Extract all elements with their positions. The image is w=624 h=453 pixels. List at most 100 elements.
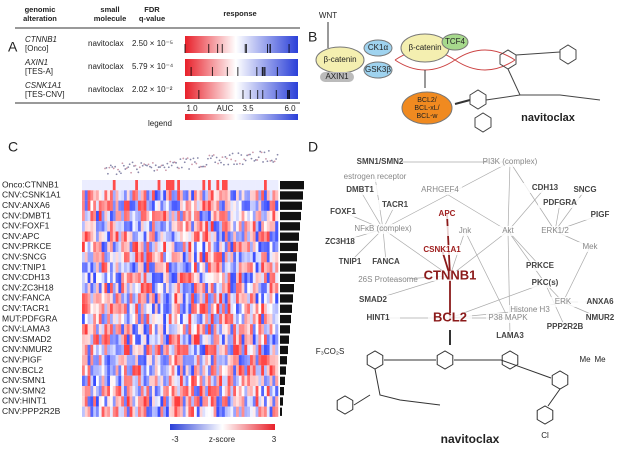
heat-cell <box>118 344 122 356</box>
heat-cell <box>258 200 262 211</box>
heat-cell <box>82 252 86 263</box>
side-bar <box>280 314 291 324</box>
heat-cell <box>138 293 142 304</box>
heat-cell <box>182 406 186 417</box>
heat-cell <box>87 324 91 335</box>
row-label: CNV:FOXF1 <box>2 221 50 231</box>
ring <box>436 350 454 370</box>
scatter-dot <box>221 156 224 159</box>
heat-cell <box>132 252 136 263</box>
heat-cell <box>160 210 164 222</box>
heat-cell <box>258 293 262 304</box>
heat-cell <box>168 221 172 232</box>
heat-cell <box>152 252 156 263</box>
scatter-dot <box>204 165 206 168</box>
heat-cell <box>258 303 262 314</box>
heat-cell <box>182 386 186 397</box>
heat-cell <box>205 200 209 211</box>
heat-cell <box>275 200 279 211</box>
heat-cell <box>93 303 97 314</box>
header: FDR <box>144 5 160 14</box>
heat-cell <box>154 324 158 335</box>
heat-cell <box>104 252 108 263</box>
heat-cell <box>213 241 217 253</box>
heat-cell <box>118 221 122 232</box>
node-label: CSNK1A1 <box>423 245 461 254</box>
heat-cell <box>230 252 234 263</box>
heat-cell <box>168 406 172 417</box>
heat-cell <box>238 324 242 335</box>
heat-cell <box>199 313 203 325</box>
side-bar <box>280 263 296 272</box>
heat-cell <box>205 231 209 242</box>
heat-cell <box>230 190 234 201</box>
heat-cell <box>264 293 268 304</box>
heat-cell <box>138 221 142 232</box>
heat-cell <box>140 396 144 407</box>
row-label: CNV:NMUR2 <box>2 344 52 354</box>
header: genomic <box>25 5 56 14</box>
atom-label: Cl <box>541 431 549 440</box>
heat-cell <box>138 324 142 335</box>
heat-cell <box>222 313 226 325</box>
heat-cell <box>199 272 203 283</box>
heat-cell <box>227 355 231 366</box>
heat-cell <box>157 190 161 201</box>
heat-cell <box>275 262 279 273</box>
pathway-label: WNT <box>319 11 337 20</box>
heat-cell <box>98 210 102 222</box>
heat-cell <box>194 241 198 253</box>
heat-cell <box>149 375 153 386</box>
heat-cell <box>174 375 178 386</box>
heat-cell <box>146 231 150 242</box>
heat-cell <box>171 324 175 335</box>
heat-cell <box>152 283 156 294</box>
heat-cell <box>115 355 119 366</box>
heat-cell <box>266 386 270 397</box>
heat-cell <box>269 200 273 211</box>
row-label: CNV:SMAD2 <box>2 334 52 344</box>
heat-cell <box>202 210 206 222</box>
heat-cell <box>157 210 161 222</box>
heat-cell <box>261 252 265 263</box>
heat-cell <box>191 180 195 191</box>
node-label: SNCG <box>573 185 596 194</box>
heat-cell <box>98 303 102 314</box>
atom-label: F₃CO₂S <box>316 347 345 356</box>
heat-cell <box>202 324 206 335</box>
heat-cell <box>269 262 273 273</box>
heat-cell <box>250 396 254 407</box>
heat-cell <box>98 272 102 283</box>
heat-cell <box>160 262 164 273</box>
heat-cell <box>146 344 150 356</box>
node-bg <box>533 226 577 236</box>
heat-cell <box>115 303 119 314</box>
heat-cell <box>244 313 248 325</box>
heat-cell <box>152 386 156 397</box>
heat-cell <box>168 396 172 407</box>
scatter-dot <box>136 168 138 171</box>
heat-cell <box>266 334 270 345</box>
heat-cell <box>143 355 147 366</box>
heat-cell <box>210 262 214 273</box>
heat-cell <box>275 272 279 283</box>
node-label: FANCA <box>372 257 400 266</box>
heat-cell <box>264 190 268 201</box>
legend-label: 1.0 <box>186 104 198 113</box>
heat-cell <box>146 334 150 345</box>
heat-cell <box>230 283 234 294</box>
heat-cell <box>230 355 234 366</box>
heat-cell <box>210 293 214 304</box>
heat-cell <box>216 334 220 345</box>
heat-cell <box>180 406 184 417</box>
heat-cell <box>152 303 156 314</box>
heat-cell <box>96 406 100 417</box>
heat-cell <box>269 190 273 201</box>
heat-cell <box>205 221 209 232</box>
heat-cell <box>255 272 259 283</box>
heatmap <box>82 149 304 417</box>
heat-cell <box>196 386 200 397</box>
heat-cell <box>275 231 279 242</box>
heat-cell <box>124 221 128 232</box>
heat-cell <box>199 190 203 201</box>
